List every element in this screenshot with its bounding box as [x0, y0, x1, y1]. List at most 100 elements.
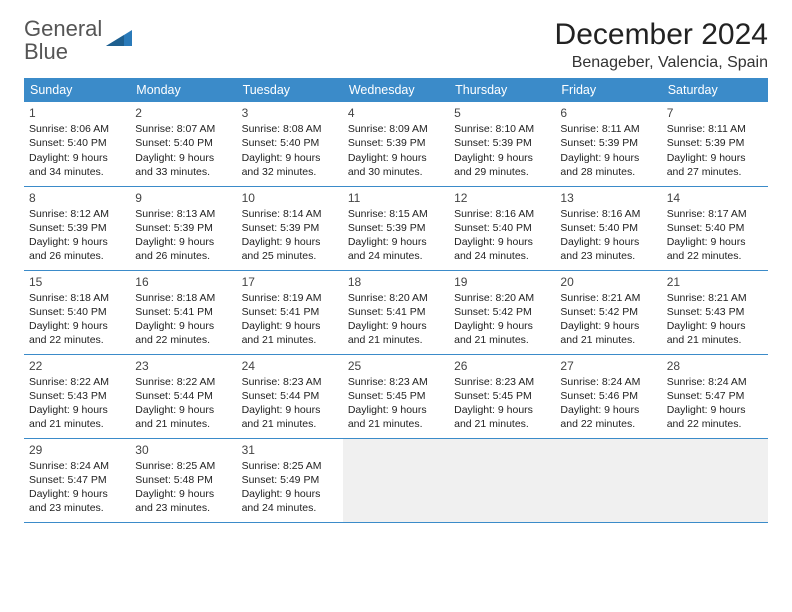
sunset-line: Sunset: 5:47 PM [29, 473, 125, 487]
sunrise-line: Sunrise: 8:21 AM [560, 291, 656, 305]
sunrise-line: Sunrise: 8:20 AM [454, 291, 550, 305]
sunset-line: Sunset: 5:43 PM [29, 389, 125, 403]
day-number: 10 [242, 190, 338, 206]
column-header: Sunday [24, 78, 130, 102]
day-number: 6 [560, 105, 656, 121]
calendar-row: 15Sunrise: 8:18 AMSunset: 5:40 PMDayligh… [24, 270, 768, 354]
calendar-cell: 3Sunrise: 8:08 AMSunset: 5:40 PMDaylight… [237, 102, 343, 186]
day-number: 22 [29, 358, 125, 374]
daylight-line: Daylight: 9 hours and 21 minutes. [135, 403, 231, 431]
calendar-cell: 19Sunrise: 8:20 AMSunset: 5:42 PMDayligh… [449, 270, 555, 354]
day-number: 24 [242, 358, 338, 374]
daylight-line: Daylight: 9 hours and 21 minutes. [560, 319, 656, 347]
sunset-line: Sunset: 5:44 PM [242, 389, 338, 403]
sunrise-line: Sunrise: 8:10 AM [454, 122, 550, 136]
sunset-line: Sunset: 5:41 PM [135, 305, 231, 319]
sunrise-line: Sunrise: 8:15 AM [348, 207, 444, 221]
calendar-cell: 28Sunrise: 8:24 AMSunset: 5:47 PMDayligh… [662, 354, 768, 438]
calendar-table: SundayMondayTuesdayWednesdayThursdayFrid… [24, 78, 768, 523]
calendar-cell: 29Sunrise: 8:24 AMSunset: 5:47 PMDayligh… [24, 438, 130, 522]
calendar-cell [662, 438, 768, 522]
day-number: 21 [667, 274, 763, 290]
sunset-line: Sunset: 5:39 PM [667, 136, 763, 150]
calendar-cell: 5Sunrise: 8:10 AMSunset: 5:39 PMDaylight… [449, 102, 555, 186]
daylight-line: Daylight: 9 hours and 29 minutes. [454, 151, 550, 179]
sunset-line: Sunset: 5:39 PM [29, 221, 125, 235]
sunrise-line: Sunrise: 8:17 AM [667, 207, 763, 221]
daylight-line: Daylight: 9 hours and 21 minutes. [242, 403, 338, 431]
title-block: December 2024 Benageber, Valencia, Spain [555, 18, 768, 72]
calendar-cell [555, 438, 661, 522]
column-header: Saturday [662, 78, 768, 102]
location: Benageber, Valencia, Spain [555, 54, 768, 72]
calendar-cell: 2Sunrise: 8:07 AMSunset: 5:40 PMDaylight… [130, 102, 236, 186]
daylight-line: Daylight: 9 hours and 24 minutes. [242, 487, 338, 515]
daylight-line: Daylight: 9 hours and 21 minutes. [454, 319, 550, 347]
calendar-cell: 6Sunrise: 8:11 AMSunset: 5:39 PMDaylight… [555, 102, 661, 186]
daylight-line: Daylight: 9 hours and 23 minutes. [560, 235, 656, 263]
calendar-cell: 1Sunrise: 8:06 AMSunset: 5:40 PMDaylight… [24, 102, 130, 186]
daylight-line: Daylight: 9 hours and 21 minutes. [242, 319, 338, 347]
sunrise-line: Sunrise: 8:23 AM [242, 375, 338, 389]
sunset-line: Sunset: 5:47 PM [667, 389, 763, 403]
sunrise-line: Sunrise: 8:09 AM [348, 122, 444, 136]
day-number: 1 [29, 105, 125, 121]
sunrise-line: Sunrise: 8:16 AM [560, 207, 656, 221]
calendar-cell [449, 438, 555, 522]
calendar-cell: 10Sunrise: 8:14 AMSunset: 5:39 PMDayligh… [237, 186, 343, 270]
sunset-line: Sunset: 5:42 PM [560, 305, 656, 319]
calendar-cell [343, 438, 449, 522]
day-number: 19 [454, 274, 550, 290]
sunrise-line: Sunrise: 8:19 AM [242, 291, 338, 305]
calendar-row: 1Sunrise: 8:06 AMSunset: 5:40 PMDaylight… [24, 102, 768, 186]
calendar-cell: 30Sunrise: 8:25 AMSunset: 5:48 PMDayligh… [130, 438, 236, 522]
sunset-line: Sunset: 5:41 PM [348, 305, 444, 319]
day-number: 16 [135, 274, 231, 290]
sunrise-line: Sunrise: 8:24 AM [29, 459, 125, 473]
daylight-line: Daylight: 9 hours and 27 minutes. [667, 151, 763, 179]
sunset-line: Sunset: 5:41 PM [242, 305, 338, 319]
calendar-cell: 23Sunrise: 8:22 AMSunset: 5:44 PMDayligh… [130, 354, 236, 438]
day-number: 18 [348, 274, 444, 290]
logo: General Blue [24, 18, 132, 64]
column-header: Friday [555, 78, 661, 102]
sunset-line: Sunset: 5:43 PM [667, 305, 763, 319]
sunset-line: Sunset: 5:40 PM [667, 221, 763, 235]
sunrise-line: Sunrise: 8:23 AM [348, 375, 444, 389]
daylight-line: Daylight: 9 hours and 32 minutes. [242, 151, 338, 179]
column-header: Tuesday [237, 78, 343, 102]
daylight-line: Daylight: 9 hours and 24 minutes. [348, 235, 444, 263]
calendar-cell: 25Sunrise: 8:23 AMSunset: 5:45 PMDayligh… [343, 354, 449, 438]
sunrise-line: Sunrise: 8:14 AM [242, 207, 338, 221]
sunrise-line: Sunrise: 8:23 AM [454, 375, 550, 389]
daylight-line: Daylight: 9 hours and 33 minutes. [135, 151, 231, 179]
daylight-line: Daylight: 9 hours and 34 minutes. [29, 151, 125, 179]
day-number: 20 [560, 274, 656, 290]
column-header: Thursday [449, 78, 555, 102]
sunset-line: Sunset: 5:39 PM [454, 136, 550, 150]
calendar-cell: 9Sunrise: 8:13 AMSunset: 5:39 PMDaylight… [130, 186, 236, 270]
calendar-cell: 11Sunrise: 8:15 AMSunset: 5:39 PMDayligh… [343, 186, 449, 270]
calendar-body: 1Sunrise: 8:06 AMSunset: 5:40 PMDaylight… [24, 102, 768, 522]
calendar-cell: 26Sunrise: 8:23 AMSunset: 5:45 PMDayligh… [449, 354, 555, 438]
sunrise-line: Sunrise: 8:25 AM [242, 459, 338, 473]
sunrise-line: Sunrise: 8:08 AM [242, 122, 338, 136]
sunset-line: Sunset: 5:49 PM [242, 473, 338, 487]
sunset-line: Sunset: 5:45 PM [454, 389, 550, 403]
daylight-line: Daylight: 9 hours and 26 minutes. [29, 235, 125, 263]
calendar-cell: 14Sunrise: 8:17 AMSunset: 5:40 PMDayligh… [662, 186, 768, 270]
day-number: 3 [242, 105, 338, 121]
sunset-line: Sunset: 5:40 PM [135, 136, 231, 150]
day-number: 2 [135, 105, 231, 121]
calendar-cell: 27Sunrise: 8:24 AMSunset: 5:46 PMDayligh… [555, 354, 661, 438]
sunset-line: Sunset: 5:40 PM [29, 136, 125, 150]
calendar-cell: 16Sunrise: 8:18 AMSunset: 5:41 PMDayligh… [130, 270, 236, 354]
calendar-cell: 17Sunrise: 8:19 AMSunset: 5:41 PMDayligh… [237, 270, 343, 354]
column-header: Monday [130, 78, 236, 102]
daylight-line: Daylight: 9 hours and 21 minutes. [667, 319, 763, 347]
sunrise-line: Sunrise: 8:25 AM [135, 459, 231, 473]
sunset-line: Sunset: 5:39 PM [560, 136, 656, 150]
day-number: 8 [29, 190, 125, 206]
day-number: 17 [242, 274, 338, 290]
sunset-line: Sunset: 5:39 PM [242, 221, 338, 235]
